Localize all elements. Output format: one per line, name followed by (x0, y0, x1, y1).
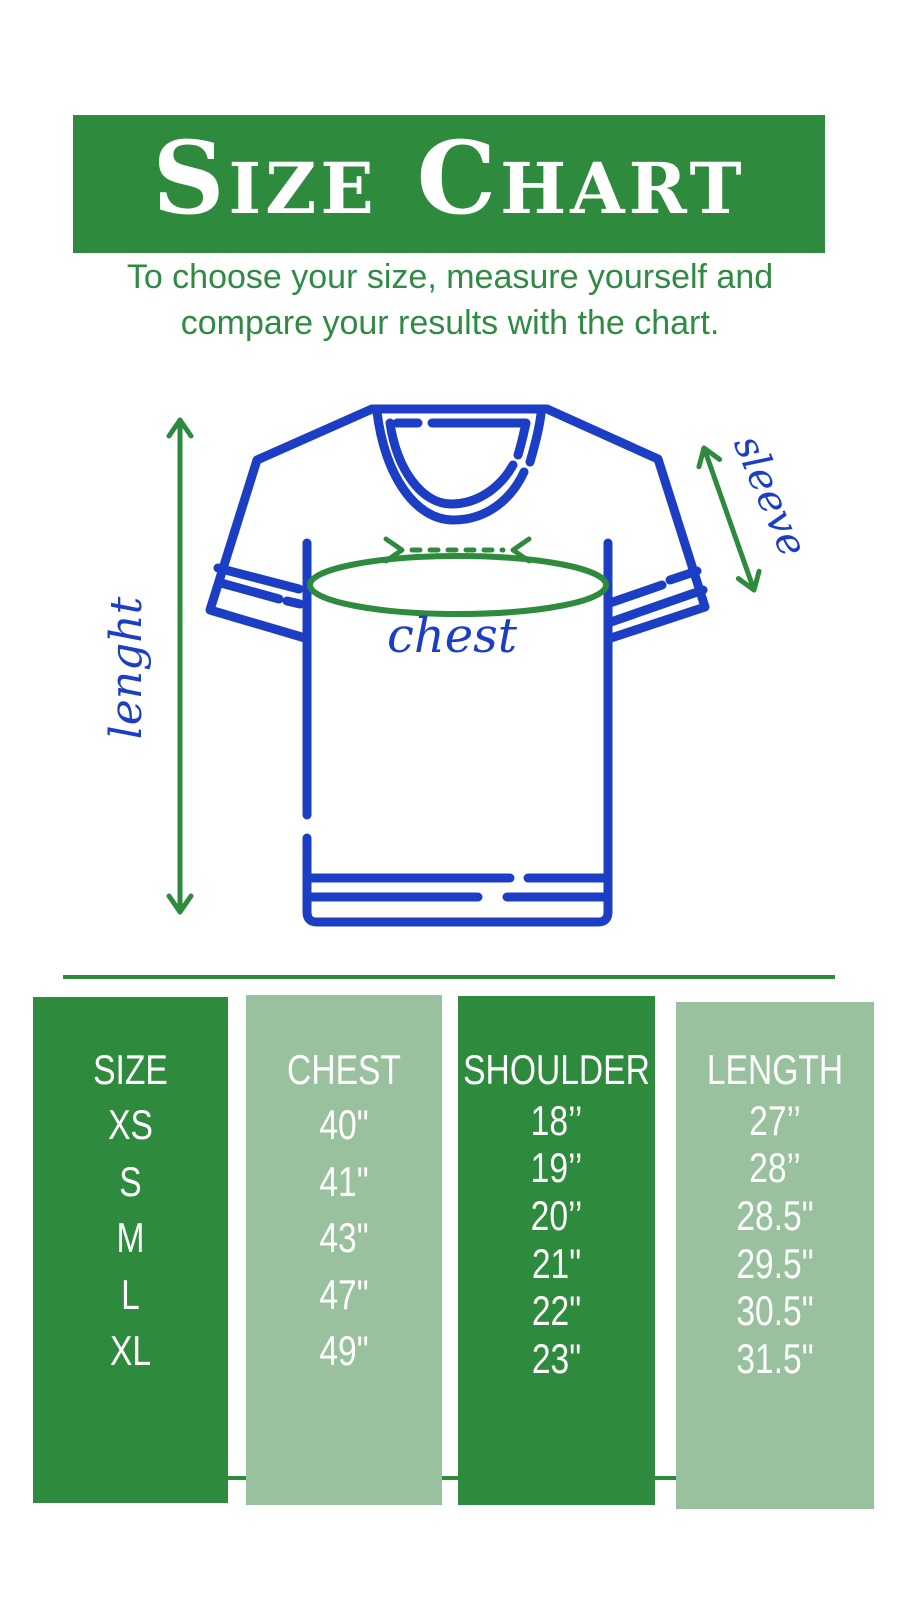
table-column-chest: CHEST 40" 41" 43" 47" 49" (246, 995, 442, 1505)
shoulder-cell: 23" (531, 1334, 582, 1382)
title-banner: Size Chart (73, 115, 825, 253)
divider-bottom (63, 1476, 835, 1480)
size-cell: M (116, 1214, 145, 1262)
sleeve-arrow (696, 445, 762, 593)
chest-cell: 47" (319, 1270, 369, 1318)
shoulder-cell: 22" (531, 1287, 582, 1335)
size-cell: L (121, 1270, 140, 1318)
size-cell: S (119, 1157, 142, 1205)
subtitle-line-1: To choose your size, measure yourself an… (126, 258, 774, 296)
column-header-size: SIZE (93, 1046, 168, 1093)
shoulder-cell: 21" (531, 1239, 582, 1287)
length-cell: 30.5" (736, 1287, 814, 1335)
column-header-length: LENGTH (706, 1046, 844, 1093)
shoulder-cell: 19’’ (530, 1144, 583, 1192)
subtitle: To choose your size, measure yourself an… (0, 254, 900, 346)
chest-label: chest (386, 608, 518, 664)
length-cell: 27’’ (749, 1096, 801, 1144)
table-column-shoulder: SHOULDER 18’’ 19’’ 20’’ 21" 22" 23" (458, 996, 655, 1505)
length-cell: 31.5" (736, 1334, 814, 1382)
page-title: Size Chart (152, 119, 746, 237)
table-column-size: SIZE XS S M L XL (33, 997, 228, 1503)
shoulder-cell: 18’’ (530, 1096, 583, 1144)
chest-cell: 43" (319, 1214, 369, 1262)
table-column-length: LENGTH 27’’ 28’’ 28.5" 29.5" 30.5" 31.5" (676, 1002, 874, 1509)
subtitle-line-2: compare your results with the chart. (180, 304, 720, 342)
chest-ellipse (307, 553, 609, 617)
chest-cell: 41" (319, 1157, 369, 1205)
shoulder-cell: 20’’ (530, 1191, 583, 1239)
chest-cell: 40" (319, 1101, 369, 1149)
length-cell: 28.5" (736, 1191, 814, 1239)
tshirt-outline (205, 404, 710, 927)
chest-measure-arrow (383, 536, 532, 564)
length-label: lenght (101, 596, 152, 740)
divider-top (63, 975, 835, 979)
length-cell: 29.5" (736, 1239, 814, 1287)
column-header-shoulder: SHOULDER (463, 1046, 650, 1093)
length-cell: 28’’ (749, 1144, 801, 1192)
column-header-chest: CHEST (287, 1046, 401, 1093)
size-cell: XL (109, 1327, 152, 1375)
tshirt-diagram (166, 404, 762, 927)
size-cell: XS (108, 1101, 153, 1149)
chest-cell: 49" (319, 1327, 369, 1375)
